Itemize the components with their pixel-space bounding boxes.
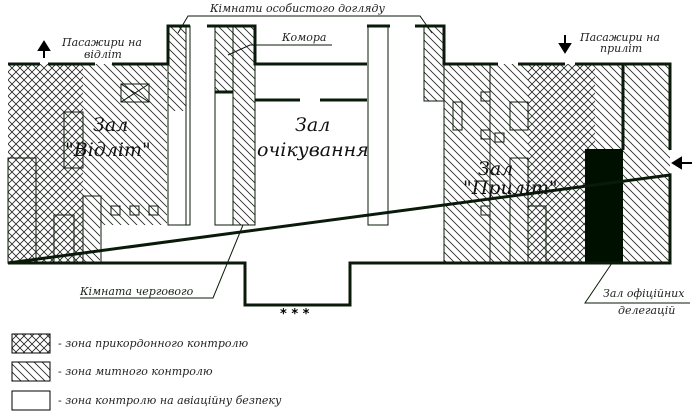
legend-label-customs: - зона митного контролю <box>58 365 213 378</box>
special-rooms-label: Кімнати особистого догляду <box>209 2 385 15</box>
legend-label-security: - зона контролю на авіаційну безпеку <box>58 394 282 407</box>
arriving-label-2: приліт <box>600 42 642 55</box>
legend-swatch-blank <box>11 390 51 411</box>
arrival-hall-name: "Приліт" <box>463 177 558 199</box>
official-delegations-room <box>585 149 623 263</box>
legend-swatch-hatch <box>11 361 51 382</box>
special-care-room-right <box>424 26 444 101</box>
special-care-room-left <box>168 26 186 111</box>
waiting-hall-title: Зал <box>295 114 330 136</box>
departure-border-zone <box>8 64 83 263</box>
arrival-hall-title: Зал <box>478 158 513 180</box>
delegations-label-2: делегацій <box>618 304 675 317</box>
arrival-border-zone <box>528 64 595 263</box>
storage-room <box>215 26 233 92</box>
legend-label-border: - зона прикордонного контролю <box>58 337 249 350</box>
legend-swatch-crosshatch <box>11 333 51 354</box>
departure-arrow-icon <box>37 40 51 58</box>
waiting-hall-name: очікування <box>257 139 369 161</box>
stars-mark: * * * <box>280 307 310 322</box>
departure-hall-title: Зал <box>93 114 128 136</box>
equipment-box <box>120 83 150 103</box>
delegations-label-1: Зал офіційних <box>603 287 685 300</box>
entry-arrow-icon <box>671 156 692 170</box>
arrival-arrow-icon <box>558 35 572 54</box>
storage-label: Комора <box>281 31 326 44</box>
departure-customs-zone <box>83 64 167 263</box>
arrival-customs-zone <box>444 64 528 263</box>
departing-label-2: відліт <box>84 48 122 61</box>
departing-label-1: Пасажири на <box>61 36 142 49</box>
duty-room-label: Кімната чергового <box>79 285 194 298</box>
arriving-label-1: Пасажири на <box>579 31 660 44</box>
departure-hall-name: "Відліт" <box>65 139 151 161</box>
